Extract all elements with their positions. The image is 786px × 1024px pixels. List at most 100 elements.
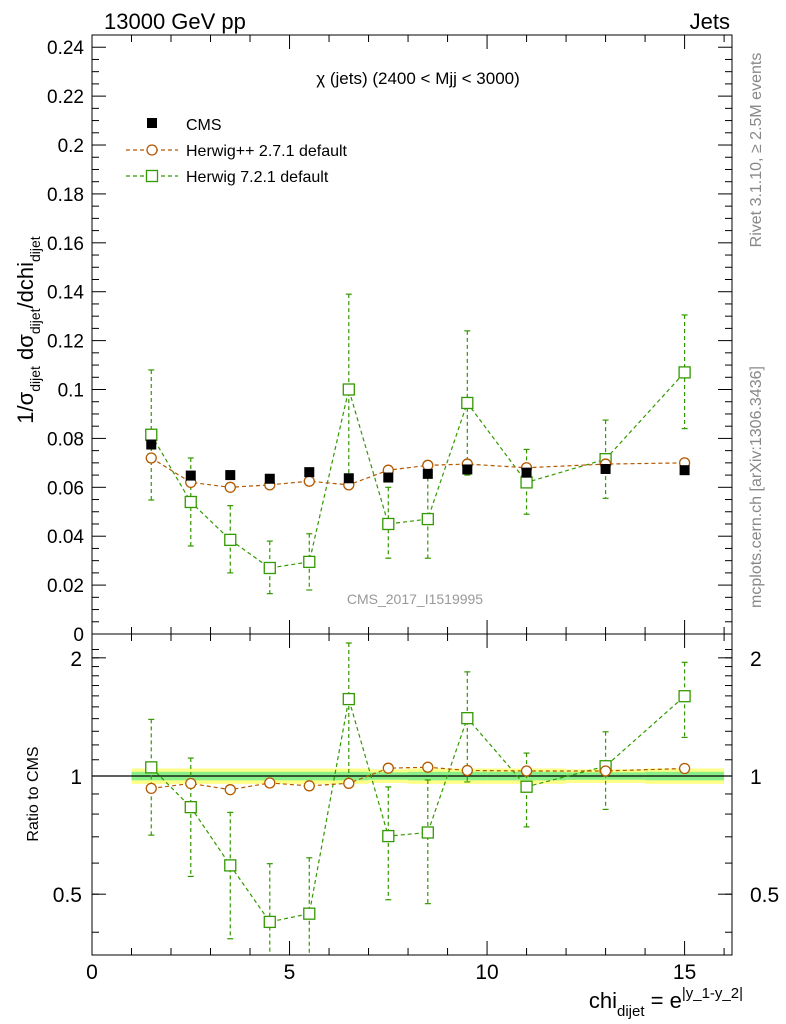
main-ytick-label: 0.04	[47, 527, 84, 548]
ratio-herwig7-point	[224, 859, 237, 872]
cms-point	[185, 470, 196, 481]
ratio-herwig7-point	[303, 907, 316, 920]
ratio-herwigpp-point	[343, 777, 355, 789]
main-ytick-label: 0.18	[47, 185, 84, 206]
ratio-herwigpp-point	[422, 761, 434, 773]
ratio-panel: 0.5 0.5 1 1 2 2 0 5 10 15 Ratio to CMS chidijet =…	[25, 633, 779, 1020]
ratio-herwigpp-point	[185, 777, 197, 790]
ratio-axis-ticks: 0.5 0.5 1 1 2 2 0 5 10 15	[53, 634, 779, 984]
ratio-herwigpp-point	[303, 780, 315, 792]
herwig7-point	[421, 512, 434, 526]
watermark: CMS_2017_I1519995	[347, 591, 483, 607]
herwigpp-line	[150, 457, 685, 488]
herwigpp-point	[303, 475, 315, 487]
legend-label-herwig7: Herwig 7.2.1 default	[186, 169, 329, 186]
cms-point	[600, 463, 611, 474]
main-ytick-label: 0.22	[47, 87, 84, 108]
cms-point	[521, 467, 532, 478]
ratio-ytick-label: 2	[70, 648, 82, 671]
main-ytick-label: 0.2	[58, 136, 84, 157]
herwigpp-point	[145, 452, 157, 464]
ratio-frame	[91, 633, 733, 956]
ratio-herwigpp-point	[382, 762, 394, 774]
main-ytick-label: 0.08	[47, 429, 84, 450]
legend-marker-herwigpp	[146, 144, 158, 156]
ylabel-part-a: 1/σ	[13, 391, 38, 423]
ratio-herwigpp-point	[520, 765, 533, 777]
herwig7-point	[303, 555, 316, 569]
herwig7-point	[224, 533, 237, 547]
main-ytick-label: 0.16	[47, 234, 84, 255]
main-ytick-label: 0.1	[58, 381, 84, 402]
ylabel-part-b: dσ	[13, 334, 38, 366]
ratio-herwig7-point	[145, 761, 158, 774]
legend: CMS Herwig++ 2.7.1 default Herwig 7.2.1 …	[126, 117, 348, 186]
herwig7-point	[145, 428, 158, 441]
cms-point	[146, 439, 157, 450]
xtick-label: 10	[475, 961, 498, 984]
legend-marker-herwig7	[145, 169, 159, 183]
cms-point	[343, 473, 354, 484]
ratio-y-axis-label: Ratio to CMS	[25, 746, 42, 841]
main-ytick-label: 0.06	[47, 478, 84, 499]
ratio-herwigpp-point	[145, 782, 157, 795]
ratio-herwig7-point	[520, 780, 533, 793]
ratio-herwigpp-point	[224, 784, 236, 796]
legend-marker-cms	[147, 118, 157, 128]
main-axis-ticks: 0 0.02 0.04 0.06 0.08 0.1 0.12 0.14 0.16 0.18 0.2 0…	[47, 35, 732, 646]
cms-point	[304, 467, 315, 478]
ratio-herwig7-point	[382, 829, 395, 843]
ratio-herwigpp-point	[599, 765, 612, 777]
mcplots-label: mcplots.cern.ch [arXiv:1306.3436]	[748, 366, 765, 608]
cms-point	[679, 465, 690, 476]
legend-entry-cms: CMS	[147, 117, 222, 134]
cms-point	[264, 473, 275, 484]
herwig7-point	[263, 561, 276, 575]
ratio-herwigpp-point	[264, 777, 276, 789]
main-panel: 0 0.02 0.04 0.06 0.08 0.1 0.12 0.14 0.16 0.18 0.2 0…	[13, 34, 733, 646]
cms-point	[225, 470, 236, 481]
ylabel-part-c: /dchi	[13, 262, 38, 308]
ratio-herwigpp-point	[461, 764, 473, 777]
ratio-herwig7-point	[678, 690, 691, 703]
ratio-herwigpp-point	[678, 762, 691, 775]
header-right: Jets	[690, 9, 730, 34]
ratio-herwig7-point	[263, 915, 276, 929]
cms-point	[383, 472, 394, 483]
xlabel-sub: dijet	[617, 1003, 645, 1020]
x-axis-label: chidijet = e|y_1-y_2|	[589, 985, 743, 1020]
ylabel-sub-c: dijet	[27, 236, 43, 262]
main-ytick-label: 0.24	[47, 38, 84, 59]
ratio-ytick-label: 1	[70, 766, 82, 789]
main-ytick-label: 0.12	[47, 332, 84, 353]
cms-point	[422, 468, 433, 479]
ratio-herwigpp-line	[151, 766, 685, 791]
herwig7-point	[184, 495, 197, 509]
xlabel-sup: |y_1-y_2|	[682, 985, 743, 1002]
ylabel-sub-b: dijet	[27, 308, 43, 334]
main-data-layer	[145, 293, 691, 595]
ratio-herwig7-line	[150, 695, 685, 923]
herwig7-line	[150, 371, 686, 569]
ratio-ytick-label-right: 2	[750, 648, 762, 671]
rivet-label: Rivet 3.1.10, ≥ 2.5M events	[748, 53, 765, 248]
herwig7-point	[678, 366, 691, 379]
ratio-ytick-label: 0.5	[53, 884, 82, 907]
xtick-label: 15	[673, 961, 696, 984]
main-ytick-label: 0.02	[47, 576, 84, 597]
herwig7-point	[382, 517, 395, 531]
header-left: 13000 GeV pp	[104, 9, 246, 34]
legend-entry-herwig7: Herwig 7.2.1 default	[126, 169, 329, 186]
herwigpp-point	[422, 459, 434, 471]
main-title: χ (jets) (2400 < Mjj < 3000)	[316, 69, 520, 88]
legend-label-herwigpp: Herwig++ 2.7.1 default	[186, 143, 348, 160]
herwig7-point	[461, 396, 474, 410]
ratio-herwig7-point	[342, 692, 355, 706]
xtick-label: 5	[284, 961, 296, 984]
cms-point	[462, 464, 473, 475]
legend-entry-herwigpp: Herwig++ 2.7.1 default	[126, 143, 348, 160]
ylabel-sub-a: dijet	[27, 366, 43, 392]
ratio-data-layer	[92, 642, 732, 955]
herwig7-point	[342, 383, 355, 396]
